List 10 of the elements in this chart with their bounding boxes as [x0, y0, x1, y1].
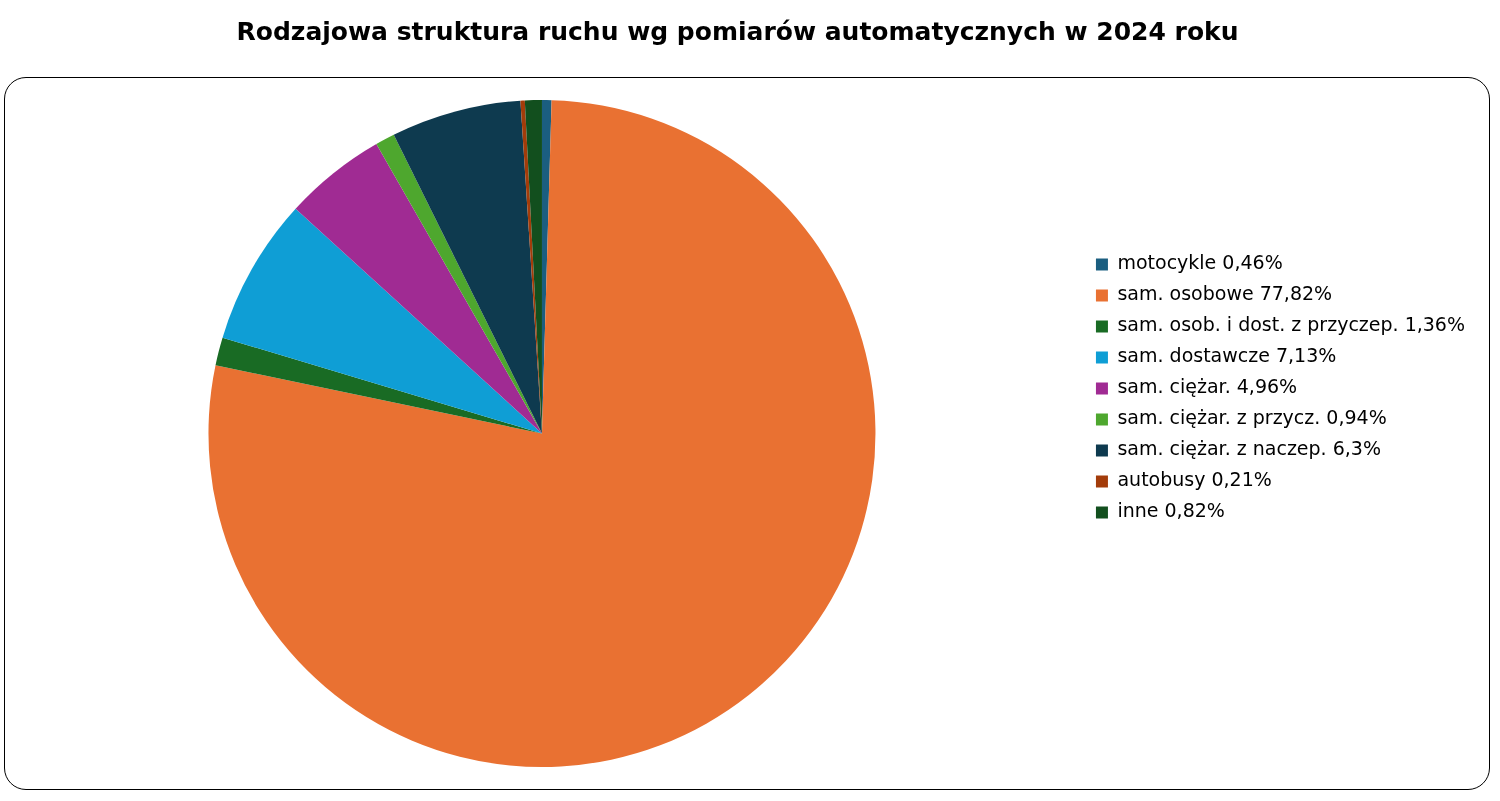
legend-label: sam. ciężar. 4,96%: [1117, 375, 1298, 398]
chart-title: Rodzajowa struktura ruchu wg pomiarów automatycznych w 2024 roku: [236, 16, 1239, 46]
legend-label: sam. osobowe 77,82%: [1117, 282, 1333, 305]
legend-label: motocykle 0,46%: [1117, 251, 1283, 274]
legend-label: sam. dostawcze 7,13%: [1117, 344, 1337, 367]
legend-label: sam. ciężar. z przycz. 0,94%: [1117, 406, 1387, 429]
legend-label: sam. ciężar. z naczep. 6,3%: [1117, 437, 1381, 460]
legend-label: sam. osob. i dost. z przyczep. 1,36%: [1117, 313, 1466, 336]
legend-label: inne 0,82%: [1117, 499, 1225, 522]
legend-label: autobusy 0,21%: [1117, 468, 1272, 491]
